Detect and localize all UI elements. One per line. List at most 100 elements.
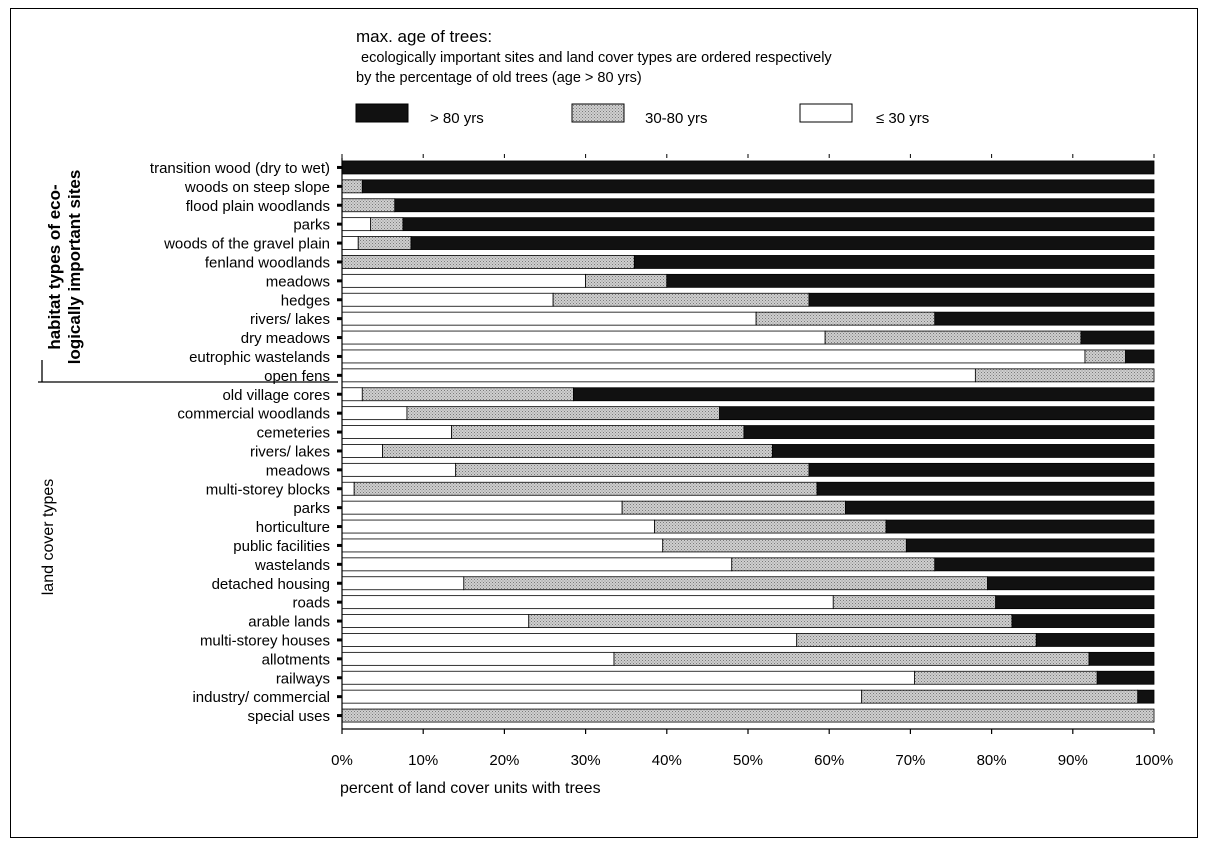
x-tick-label: 90% xyxy=(1058,752,1088,769)
bar-segment xyxy=(528,614,1013,628)
bar-segment xyxy=(585,273,668,288)
bar-segment xyxy=(341,614,530,628)
bar-segment xyxy=(341,462,457,477)
legend-label-mid: 30-80 yrs xyxy=(645,110,708,127)
category-label: commercial woodlands xyxy=(177,406,330,423)
bar-segment xyxy=(861,689,1139,704)
y-tick xyxy=(337,411,342,415)
y-tick xyxy=(337,298,342,302)
y-tick xyxy=(337,506,342,510)
category-label: rivers/ lakes xyxy=(250,311,330,328)
category-label: industry/ commercial xyxy=(192,689,330,706)
bar-segment xyxy=(341,651,615,666)
y-tick xyxy=(337,354,342,358)
category-label: multi-storey houses xyxy=(200,632,330,649)
bar-segment xyxy=(845,500,1155,515)
category-label: parks xyxy=(293,217,330,234)
chart-subtitle-line-1: ecologically important sites and land co… xyxy=(361,50,832,66)
category-label: eutrophic wastelands xyxy=(189,349,330,366)
y-tick xyxy=(337,638,342,642)
bar-segment xyxy=(394,198,1155,213)
legend-swatch-young xyxy=(799,103,853,123)
y-tick xyxy=(337,241,342,245)
x-tick-label: 20% xyxy=(489,752,519,769)
bar-segment xyxy=(361,387,574,402)
x-tick-label: 60% xyxy=(814,752,844,769)
category-label: woods on steep slope xyxy=(184,179,330,196)
bar-segment xyxy=(341,368,976,383)
bar-segment xyxy=(987,576,1155,591)
y-tick xyxy=(337,392,342,396)
category-label: meadows xyxy=(266,273,330,290)
bar-segment xyxy=(341,217,371,232)
bar-segment xyxy=(341,670,915,685)
category-label: arable lands xyxy=(248,614,330,631)
bar-segment xyxy=(341,557,733,572)
bar-segment xyxy=(341,198,396,213)
bar-segment xyxy=(633,255,1155,269)
y-tick xyxy=(337,581,342,585)
legend-label-young: ≤ 30 yrs xyxy=(876,110,929,127)
y-tick xyxy=(337,468,342,472)
bar-segment xyxy=(1011,614,1155,628)
bar-segment xyxy=(341,689,863,704)
bar-segment xyxy=(341,179,363,194)
bar-segment xyxy=(771,444,1155,458)
bar-segment xyxy=(905,538,1155,553)
bar-segment xyxy=(824,330,1082,345)
bar-segment xyxy=(402,217,1155,232)
bar-segment xyxy=(1035,633,1155,647)
bar-segment xyxy=(1088,651,1155,666)
bar-segment xyxy=(451,425,745,439)
y-tick xyxy=(337,165,342,169)
category-label: woods of the gravel plain xyxy=(163,236,330,253)
chart-title: max. age of trees: xyxy=(356,27,492,46)
bar-segment xyxy=(406,406,720,421)
bar-segment xyxy=(914,670,1098,685)
bar-segment xyxy=(341,236,359,250)
bar-segment xyxy=(1080,330,1155,345)
y-tick xyxy=(337,619,342,623)
category-label: wastelands xyxy=(254,557,330,574)
bar-segment xyxy=(382,444,773,458)
bar-segment xyxy=(816,481,1155,496)
bar-segment xyxy=(341,576,465,591)
bar-segment xyxy=(341,406,408,421)
bar-segment xyxy=(341,538,664,553)
bar-segment xyxy=(808,462,1155,477)
category-label: rivers/ lakes xyxy=(250,443,330,460)
y-tick xyxy=(337,279,342,283)
bar-segment xyxy=(662,538,907,553)
bar-segment xyxy=(552,292,810,307)
x-tick-label: 0% xyxy=(331,752,353,769)
bar-segment xyxy=(341,255,635,269)
legend-swatch-old xyxy=(355,103,409,123)
bar-segment xyxy=(357,236,412,250)
x-tick-label: 30% xyxy=(571,752,601,769)
bar-segment xyxy=(808,292,1155,307)
bar-segment xyxy=(743,425,1155,439)
bar-segment xyxy=(341,444,383,458)
y-tick xyxy=(337,222,342,226)
bars-layer xyxy=(341,160,1155,723)
category-label: open fens xyxy=(264,368,330,385)
bar-segment xyxy=(755,311,936,326)
bar-segment xyxy=(341,500,623,515)
category-label: cemeteries xyxy=(257,425,330,442)
bar-segment xyxy=(341,160,1155,175)
category-label: flood plain woodlands xyxy=(186,198,330,215)
y-tick xyxy=(337,184,342,188)
bar-segment xyxy=(573,387,1155,402)
y-tick xyxy=(337,260,342,264)
y-tick xyxy=(337,543,342,547)
y-tick xyxy=(337,336,342,340)
bar-segment xyxy=(621,500,846,515)
bar-segment xyxy=(613,651,1090,666)
y-tick xyxy=(337,203,342,207)
category-label: allotments xyxy=(262,651,330,668)
y-tick xyxy=(337,657,342,661)
bar-segment xyxy=(353,481,818,496)
bar-segment xyxy=(341,425,453,439)
y-tick xyxy=(337,317,342,321)
category-label: special uses xyxy=(247,708,330,725)
